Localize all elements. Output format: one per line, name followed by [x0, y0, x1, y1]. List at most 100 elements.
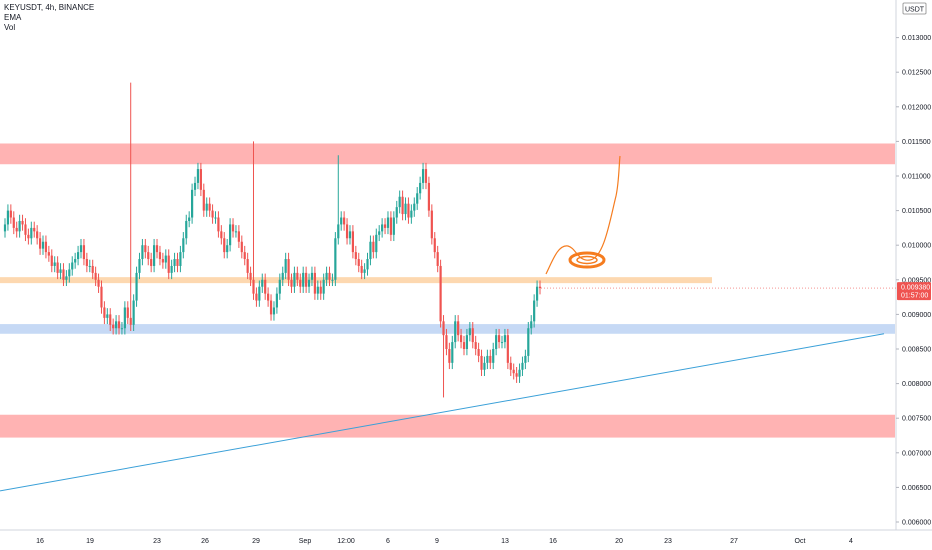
- candle: [185, 214, 188, 245]
- candle-body: [144, 245, 147, 253]
- candle: [535, 280, 539, 307]
- candle: [261, 273, 264, 293]
- time-tick-label: 23: [153, 538, 161, 545]
- candle: [471, 322, 474, 349]
- candle-body: [351, 231, 354, 253]
- candle: [68, 263, 71, 283]
- candle-body: [389, 217, 393, 235]
- candle: [170, 259, 173, 280]
- candle-body: [369, 241, 372, 260]
- candle: [53, 256, 56, 273]
- candle: [313, 266, 316, 300]
- candle: [410, 204, 413, 224]
- time-tick-label: 16: [36, 538, 44, 545]
- candle: [255, 287, 258, 307]
- candle: [27, 228, 30, 245]
- candle: [249, 266, 252, 287]
- candle: [386, 211, 390, 235]
- candle: [305, 266, 308, 293]
- candle: [284, 252, 287, 280]
- candle: [392, 211, 395, 242]
- candle-body: [205, 203, 208, 211]
- candle: [252, 141, 255, 300]
- candle: [369, 235, 372, 266]
- candle: [100, 280, 103, 314]
- candle-body: [208, 203, 211, 211]
- price-tick-label: 0.006500: [902, 485, 931, 492]
- candle: [515, 366, 518, 383]
- candle-body: [459, 335, 463, 343]
- time-tick-label: 27: [730, 538, 738, 545]
- time-tick-label: 29: [252, 538, 260, 545]
- candle-body: [360, 265, 363, 273]
- candle: [293, 266, 296, 293]
- price-tick-label: 0.011500: [902, 139, 931, 146]
- trendline: [0, 333, 885, 492]
- candle: [12, 211, 15, 235]
- candle: [509, 356, 512, 376]
- candle-body: [401, 196, 404, 215]
- candle-body: [117, 321, 121, 329]
- candle-body: [293, 272, 296, 287]
- candle-body: [88, 265, 91, 267]
- candle-body: [334, 238, 337, 280]
- candle-body: [307, 279, 311, 287]
- candle: [44, 235, 48, 259]
- candle-body: [439, 265, 442, 322]
- candle-body: [313, 272, 316, 294]
- candle: [310, 266, 314, 287]
- candle-body: [492, 349, 495, 363]
- candle: [506, 328, 509, 370]
- candle-body: [249, 272, 252, 280]
- candle-body: [533, 300, 536, 322]
- volume-indicator-label[interactable]: Vol: [4, 23, 16, 32]
- candle-body: [372, 241, 375, 253]
- candle-body: [290, 279, 293, 287]
- candle: [144, 238, 147, 259]
- candle: [290, 273, 293, 293]
- candle-body: [515, 373, 518, 377]
- candle: [15, 221, 18, 238]
- candle-body: [383, 224, 387, 228]
- candle: [343, 211, 346, 231]
- candle-body: [310, 272, 314, 280]
- candle-body: [62, 269, 65, 280]
- ema-indicator-label[interactable]: EMA: [4, 13, 22, 22]
- candle: [176, 252, 179, 273]
- candle: [117, 315, 121, 335]
- candle-body: [509, 362, 512, 370]
- candle: [319, 280, 322, 300]
- candle: [448, 342, 451, 370]
- candle-body: [518, 369, 521, 377]
- candle: [264, 273, 267, 300]
- price-tick-label: 0.010500: [902, 208, 931, 215]
- candle-body: [296, 272, 299, 280]
- candle-body: [82, 245, 86, 260]
- currency-selector[interactable]: USDT: [902, 2, 927, 15]
- candle: [135, 266, 138, 307]
- candle-body: [357, 259, 360, 266]
- price-tick-label: 0.012500: [902, 70, 931, 77]
- time-tick-label: 26: [201, 538, 209, 545]
- candle: [442, 315, 445, 398]
- candle: [167, 249, 170, 280]
- candle-body: [538, 286, 542, 289]
- candle: [56, 256, 59, 280]
- candle: [173, 252, 176, 273]
- candle: [524, 349, 527, 370]
- candle-body: [495, 335, 498, 349]
- candle: [445, 328, 448, 356]
- candle: [240, 235, 243, 259]
- symbol-title[interactable]: KEYUSDT, 4h, BINANCE: [4, 3, 95, 12]
- candle-body: [79, 245, 83, 253]
- candle-body: [442, 321, 445, 336]
- candle: [345, 218, 349, 245]
- currency-box: [902, 2, 927, 15]
- candle-body: [322, 279, 325, 294]
- candle-body: [59, 269, 62, 273]
- candle: [114, 315, 118, 335]
- candle-body: [419, 182, 422, 194]
- candle: [421, 162, 425, 190]
- candle-body: [430, 210, 433, 239]
